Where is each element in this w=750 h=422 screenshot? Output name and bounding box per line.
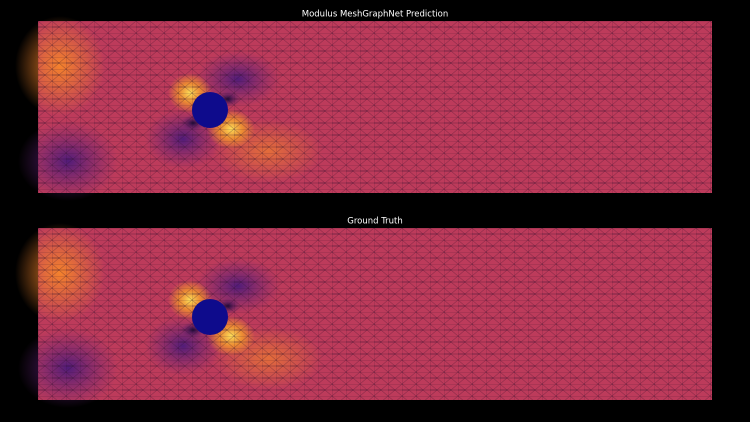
panel-title: Ground Truth <box>347 217 403 227</box>
prediction-field <box>15 16 712 201</box>
ground-truth-field <box>15 223 712 408</box>
panel-title: Modulus MeshGraphNet Prediction <box>302 10 449 20</box>
